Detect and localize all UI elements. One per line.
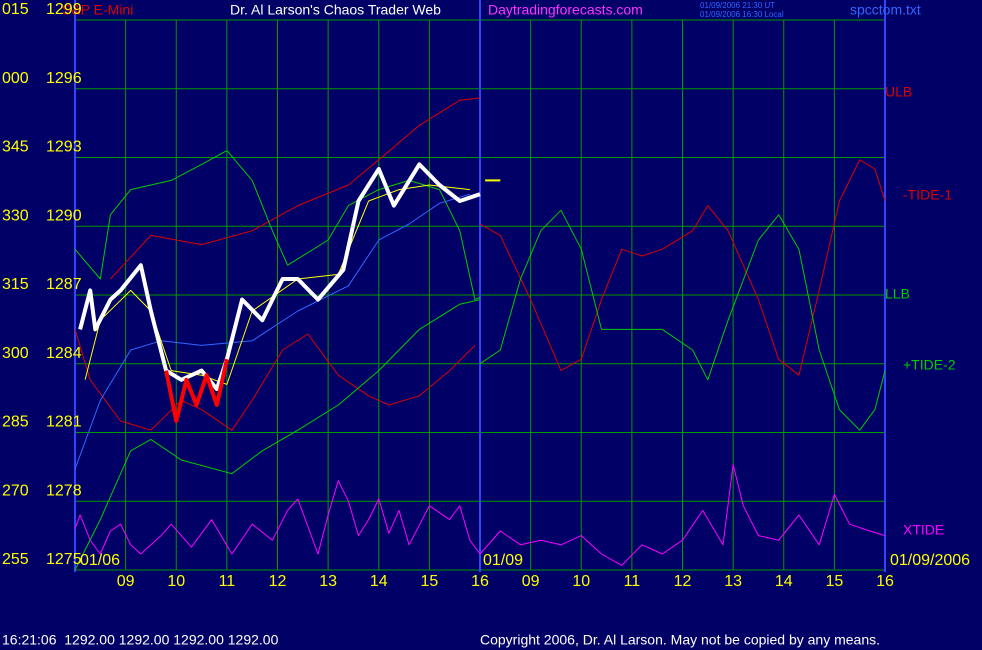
- x-tick-label: 11: [624, 573, 641, 590]
- series-line: [74, 329, 476, 431]
- series-line: [74, 150, 481, 301]
- angle-label: 015: [2, 1, 29, 18]
- date-label: 01/06: [80, 552, 120, 569]
- x-tick-label: 16: [471, 573, 489, 590]
- site: Daytradingforecasts.com: [488, 2, 643, 18]
- x-tick-label: 13: [724, 573, 742, 590]
- series-line: [74, 299, 481, 571]
- y-tick-label: 1290: [46, 207, 82, 224]
- plot: [74, 97, 886, 571]
- series-line: [479, 159, 886, 376]
- x-tick-label: 15: [420, 573, 438, 590]
- angle-label: 345: [2, 139, 29, 156]
- y-tick-label: 1278: [46, 482, 82, 499]
- y-tick-label: 1293: [46, 139, 82, 156]
- y-tick-label: 1296: [46, 70, 82, 87]
- series-label: +TIDE-2: [903, 356, 956, 372]
- series-line: [74, 193, 471, 470]
- x-tick-label: 10: [572, 573, 590, 590]
- x-tick-label: 11: [219, 573, 236, 590]
- timestamp-local: 01/09/2006 16:30 Local: [700, 10, 784, 19]
- series-label: XTIDE: [903, 521, 944, 537]
- series-line: [479, 209, 886, 431]
- x-tick-label: 12: [269, 573, 287, 590]
- x-tick-label: 10: [167, 573, 185, 590]
- y-tick-label: 1287: [46, 276, 82, 293]
- y-tick-label: 1281: [46, 414, 82, 431]
- x-tick-label: 14: [775, 573, 793, 590]
- series-line: [164, 358, 229, 423]
- series-line: [84, 184, 470, 385]
- x-tick-label: 14: [370, 573, 388, 590]
- series-label: ULB: [885, 84, 912, 100]
- series-line: [110, 97, 481, 280]
- status-line: 16:21:06 1292.00 1292.00 1292.00 1292.00: [2, 632, 279, 648]
- angle-label: 270: [2, 482, 29, 499]
- x-tick-label: 09: [117, 573, 135, 590]
- y-tick-label: 1284: [46, 345, 82, 362]
- copyright: Copyright 2006, Dr. Al Larson. May not b…: [480, 632, 880, 648]
- x-tick-label: 15: [825, 573, 843, 590]
- series-line: [78, 162, 481, 391]
- y-tick-label: 1299: [46, 1, 82, 18]
- date-label: 01/09/2006: [890, 552, 970, 569]
- x-tick-label: 09: [522, 573, 540, 590]
- angle-label: 315: [2, 276, 29, 293]
- x-tick-label: 13: [319, 573, 337, 590]
- series-label: -TIDE-1: [903, 187, 952, 203]
- angle-label: 255: [2, 551, 29, 568]
- title: Dr. Al Larson's Chaos Trader Web: [230, 2, 441, 18]
- x-tick-label: 16: [876, 573, 894, 590]
- y-tick-label: 1275: [46, 551, 82, 568]
- angle-label: 285: [2, 414, 29, 431]
- subtitle: S&P E-Mini: [62, 2, 133, 18]
- timestamp-ut: 01/09/2006 21:30 UT: [700, 1, 775, 10]
- angle-label: 300: [2, 345, 29, 362]
- series-line: [74, 464, 886, 566]
- angle-label: 000: [2, 70, 29, 87]
- labels: 1275 255 1278 270 1281 285 1284 300 1287 315 1290 3…: [2, 1, 956, 590]
- series-label: LLB: [885, 285, 910, 301]
- x-tick-label: 12: [674, 573, 692, 590]
- file-name: spcctom.txt: [850, 2, 921, 18]
- angle-label: 330: [2, 207, 29, 224]
- date-label: 01/09: [483, 552, 523, 569]
